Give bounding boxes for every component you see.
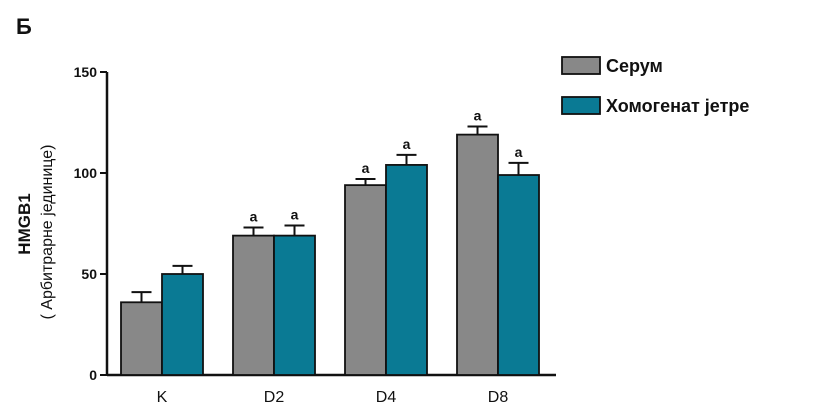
y-tick-label: 100 bbox=[74, 165, 98, 181]
legend-label: Хомогенат јетре bbox=[606, 96, 749, 116]
bar-liver-d4 bbox=[385, 164, 428, 376]
y-axis-sublabel: ( Арбитрарне јединице) bbox=[39, 144, 56, 319]
legend-swatch bbox=[561, 96, 601, 115]
legend-swatch bbox=[561, 56, 601, 75]
significance-label: a bbox=[403, 136, 411, 152]
x-tick-label: D2 bbox=[264, 389, 285, 406]
bar-serum-d4 bbox=[344, 184, 387, 376]
bar-serum-d8 bbox=[456, 133, 499, 376]
bar-liver-k bbox=[161, 273, 204, 376]
y-tick-label: 50 bbox=[81, 266, 97, 282]
x-tick-label: D8 bbox=[488, 389, 509, 406]
significance-label: a bbox=[515, 144, 523, 160]
y-tick-label: 0 bbox=[89, 367, 97, 383]
bar-liver-d8 bbox=[497, 174, 540, 376]
significance-label: a bbox=[291, 207, 299, 223]
significance-label: a bbox=[250, 209, 258, 225]
significance-label: a bbox=[474, 108, 482, 124]
y-tick-label: 150 bbox=[74, 64, 98, 80]
legend-label: Серум bbox=[606, 56, 663, 76]
significance-label: a bbox=[362, 160, 370, 176]
bar-liver-d2 bbox=[273, 234, 316, 376]
panel-label: Б bbox=[16, 14, 32, 39]
bar-serum-d2 bbox=[232, 234, 275, 376]
bar-serum-k bbox=[120, 301, 163, 376]
y-axis-label: HMGB1 bbox=[15, 193, 34, 254]
x-tick-label: D4 bbox=[376, 389, 397, 406]
x-tick-label: K bbox=[157, 389, 168, 406]
